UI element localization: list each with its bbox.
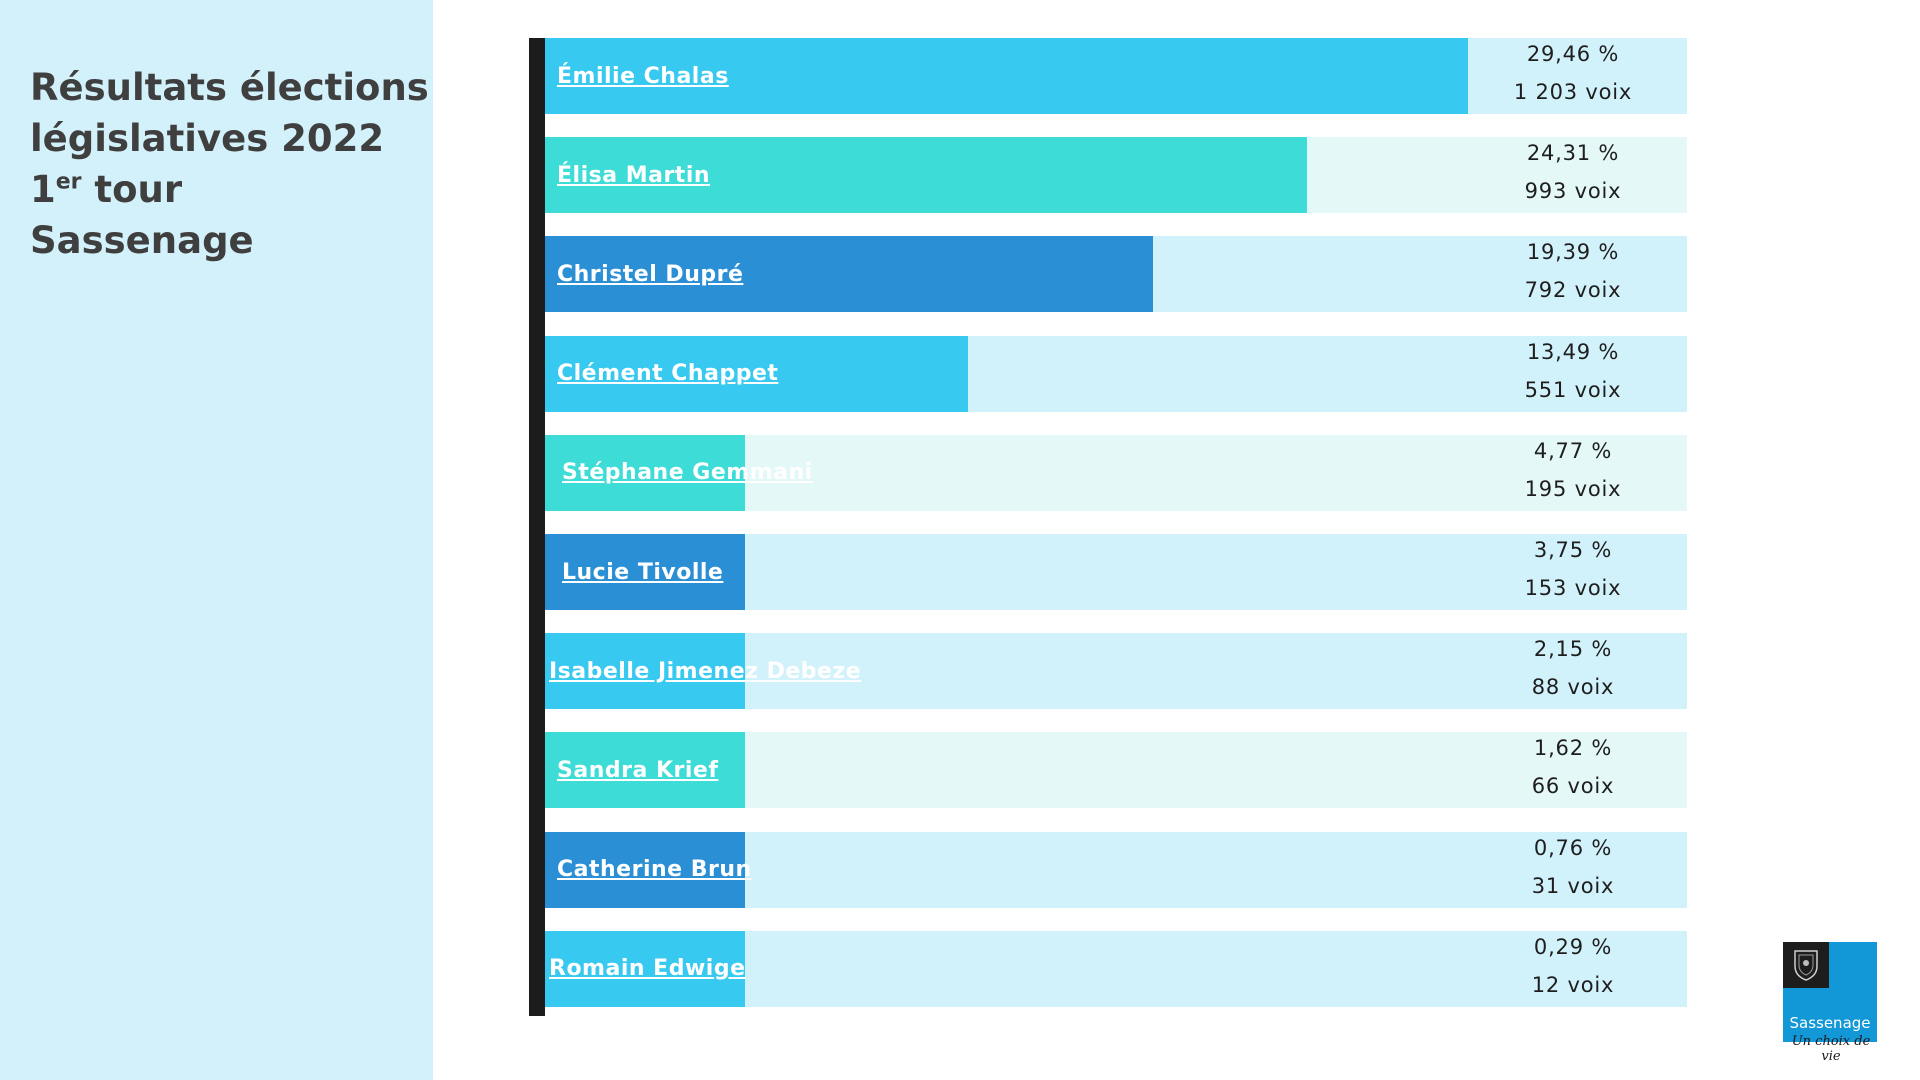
page-title: Résultats élections législatives 2022 1e… xyxy=(30,62,429,266)
logo-city-name: Sassenage xyxy=(1789,1014,1871,1032)
votes-label: 993 voix xyxy=(1524,179,1622,204)
percent-label: 2,15 % xyxy=(1533,637,1613,662)
bar-row: Lucie Tivolle 3,75 % 153 voix xyxy=(545,534,1687,610)
percent-label: 0,76 % xyxy=(1533,835,1613,860)
votes-label: 12 voix xyxy=(1531,972,1615,997)
title-panel: Résultats élections législatives 2022 1e… xyxy=(0,0,433,1080)
bar-row: Romain Edwige 0,29 % 12 voix xyxy=(545,930,1687,1007)
candidate-name-link[interactable]: Christel Dupré xyxy=(557,261,744,287)
votes-label: 195 voix xyxy=(1524,476,1622,501)
percent-label: 1,62 % xyxy=(1533,736,1613,761)
percent-label: 4,77 % xyxy=(1533,438,1613,463)
bar xyxy=(545,434,745,511)
chart-axis-line xyxy=(529,38,545,1016)
candidate-name-link[interactable]: Clément Chappet xyxy=(557,361,779,387)
bar xyxy=(545,732,745,809)
candidate-name-link[interactable]: Romain Edwige xyxy=(549,956,746,982)
votes-label: 31 voix xyxy=(1531,873,1615,898)
bar xyxy=(545,633,745,710)
bar-row: Clément Chappet 13,49 % 551 voix xyxy=(545,335,1687,412)
candidate-name-link[interactable]: Émilie Chalas xyxy=(557,63,729,89)
percent-label: 13,49 % xyxy=(1526,339,1620,364)
bar xyxy=(545,930,745,1007)
votes-label: 551 voix xyxy=(1524,377,1622,402)
bar-row: Élisa Martin 24,31 % 993 voix xyxy=(545,137,1687,214)
candidate-name-link[interactable]: Lucie Tivolle xyxy=(562,559,724,585)
candidate-name-link[interactable]: Isabelle Jimenez Debeze xyxy=(549,658,862,684)
logo-slogan: Un choix de vie xyxy=(1791,1034,1871,1064)
candidate-name-link[interactable]: Élisa Martin xyxy=(557,162,711,188)
bar xyxy=(545,831,745,908)
title-round-number: 1 xyxy=(30,168,56,211)
bar xyxy=(545,534,745,610)
bar-row: Christel Dupré 19,39 % 792 voix xyxy=(545,236,1687,313)
candidate-name-link[interactable]: Stéphane Gemmani xyxy=(562,460,813,486)
percent-label: 0,29 % xyxy=(1533,934,1613,959)
title-round-word: tour xyxy=(81,168,183,211)
bar-row: Stéphane Gemmani 4,77 % 195 voix xyxy=(545,434,1687,511)
percent-label: 3,75 % xyxy=(1533,538,1613,562)
percent-label: 19,39 % xyxy=(1526,240,1620,265)
candidate-name-link[interactable]: Catherine Brun xyxy=(557,857,752,883)
candidate-name-link[interactable]: Sandra Krief xyxy=(557,757,719,783)
title-round-suffix: er xyxy=(55,169,82,195)
coat-of-arms-icon xyxy=(1783,942,1829,988)
bar-row: Isabelle Jimenez Debeze 2,15 % 88 voix xyxy=(545,633,1687,710)
bar xyxy=(545,38,1468,114)
bar-row: Émilie Chalas 29,46 % 1 203 voix xyxy=(545,38,1687,114)
votes-label: 88 voix xyxy=(1531,675,1615,700)
votes-label: 1 203 voix xyxy=(1513,80,1633,104)
bar-row: Sandra Krief 1,62 % 66 voix xyxy=(545,732,1687,809)
percent-label: 29,46 % xyxy=(1526,42,1620,66)
title-city: Sassenage xyxy=(30,219,254,262)
bar xyxy=(545,335,968,412)
bar-row: Catherine Brun 0,76 % 31 voix xyxy=(545,831,1687,908)
votes-label: 153 voix xyxy=(1524,576,1622,600)
title-line-1: Résultats élections xyxy=(30,66,429,109)
bar xyxy=(545,236,1153,313)
title-line-2: législatives 2022 xyxy=(30,117,385,160)
bar xyxy=(545,137,1307,214)
sassenage-logo: Sassenage xyxy=(1783,942,1877,1042)
votes-label: 792 voix xyxy=(1524,278,1622,303)
percent-label: 24,31 % xyxy=(1526,141,1620,166)
votes-label: 66 voix xyxy=(1531,774,1615,799)
